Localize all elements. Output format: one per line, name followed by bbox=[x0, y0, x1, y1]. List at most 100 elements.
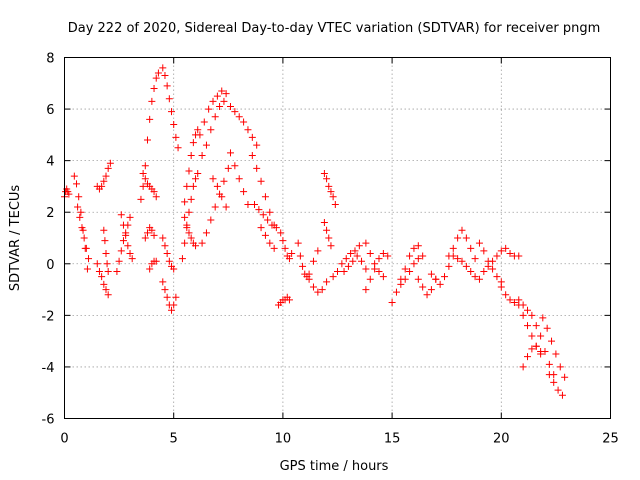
data-point bbox=[277, 229, 285, 237]
data-point bbox=[471, 273, 479, 281]
x-axis-label: GPS time / hours bbox=[280, 459, 389, 474]
data-point bbox=[362, 265, 370, 273]
series-arc-14 bbox=[159, 278, 180, 314]
series-arc-26 bbox=[251, 200, 280, 232]
data-point bbox=[150, 188, 158, 196]
data-point bbox=[163, 82, 171, 90]
series-arc-2 bbox=[70, 172, 91, 273]
data-point bbox=[194, 170, 202, 178]
y-tick-label: 4 bbox=[46, 155, 54, 170]
data-point bbox=[102, 249, 110, 257]
series-arc-22 bbox=[209, 175, 230, 211]
data-point bbox=[163, 293, 171, 301]
data-point bbox=[329, 193, 337, 201]
series-arc-9 bbox=[137, 69, 162, 203]
data-point bbox=[554, 386, 562, 394]
data-point bbox=[519, 363, 527, 371]
data-point bbox=[279, 237, 287, 245]
data-point bbox=[458, 257, 466, 265]
data-point bbox=[218, 87, 226, 95]
data-point bbox=[515, 296, 523, 304]
data-point bbox=[126, 213, 134, 221]
data-point bbox=[98, 182, 106, 190]
data-point bbox=[207, 216, 215, 224]
data-point bbox=[220, 97, 228, 105]
data-point bbox=[141, 175, 149, 183]
data-point bbox=[475, 275, 483, 283]
data-point bbox=[183, 182, 191, 190]
data-point bbox=[73, 180, 81, 188]
data-point bbox=[327, 188, 335, 196]
data-point bbox=[323, 278, 331, 286]
data-point bbox=[93, 260, 101, 268]
data-point bbox=[548, 337, 556, 345]
data-point bbox=[183, 221, 191, 229]
data-point bbox=[261, 231, 269, 239]
data-point bbox=[192, 175, 200, 183]
series-arc-7 bbox=[113, 213, 134, 276]
data-point bbox=[366, 275, 374, 283]
data-points-layer bbox=[61, 64, 569, 399]
data-point bbox=[524, 353, 532, 361]
data-point bbox=[432, 275, 440, 283]
data-point bbox=[76, 213, 84, 221]
data-point bbox=[126, 249, 134, 257]
data-point bbox=[541, 347, 549, 355]
series-arc-40 bbox=[414, 275, 440, 299]
data-point bbox=[406, 268, 414, 276]
series-arc-4 bbox=[93, 159, 114, 193]
data-point bbox=[519, 301, 527, 309]
data-point bbox=[170, 121, 178, 129]
data-point bbox=[213, 92, 221, 100]
y-tick-label: -2 bbox=[42, 309, 55, 324]
series-arc-47 bbox=[497, 283, 523, 309]
data-point bbox=[362, 239, 370, 247]
series-arc-3 bbox=[74, 203, 93, 263]
data-point bbox=[196, 131, 204, 139]
chart-title: Day 222 of 2020, Sidereal Day-to-day VTE… bbox=[68, 21, 601, 36]
series-arc-15 bbox=[159, 234, 178, 273]
data-point bbox=[209, 175, 217, 183]
data-point bbox=[524, 306, 532, 314]
data-point bbox=[325, 234, 333, 242]
data-point bbox=[454, 255, 462, 263]
data-point bbox=[397, 280, 405, 288]
data-point bbox=[342, 255, 350, 263]
data-point bbox=[255, 206, 263, 214]
grid-layer bbox=[64, 57, 611, 419]
data-point bbox=[117, 211, 125, 219]
y-tick-label: 0 bbox=[46, 258, 54, 273]
series-arc-37 bbox=[362, 249, 392, 294]
data-point bbox=[82, 244, 90, 252]
data-point bbox=[550, 378, 558, 386]
data-point bbox=[497, 283, 505, 291]
data-point bbox=[113, 268, 121, 276]
data-point bbox=[268, 221, 276, 229]
series-arc-28 bbox=[277, 229, 296, 263]
data-point bbox=[240, 118, 248, 126]
series-arc-39 bbox=[397, 252, 427, 288]
data-point bbox=[532, 322, 540, 330]
data-point bbox=[253, 164, 261, 172]
series-arc-29 bbox=[275, 293, 293, 309]
data-point bbox=[419, 252, 427, 260]
y-tick-label: -6 bbox=[42, 413, 55, 428]
data-point bbox=[226, 149, 234, 157]
data-point bbox=[146, 115, 154, 123]
data-point bbox=[327, 242, 335, 250]
data-point bbox=[148, 226, 156, 234]
data-point bbox=[281, 244, 289, 252]
data-point bbox=[207, 126, 215, 134]
x-tick-label: 0 bbox=[60, 432, 68, 447]
data-point bbox=[458, 226, 466, 234]
series-arc-16 bbox=[178, 170, 202, 263]
series-arc-52 bbox=[539, 314, 569, 381]
data-point bbox=[139, 170, 147, 178]
series-arc-31 bbox=[305, 275, 331, 296]
data-point bbox=[83, 265, 91, 273]
data-point bbox=[519, 311, 527, 319]
data-point bbox=[318, 286, 326, 294]
data-point bbox=[296, 252, 304, 260]
series-arc-51 bbox=[537, 332, 558, 379]
data-point bbox=[222, 90, 230, 98]
